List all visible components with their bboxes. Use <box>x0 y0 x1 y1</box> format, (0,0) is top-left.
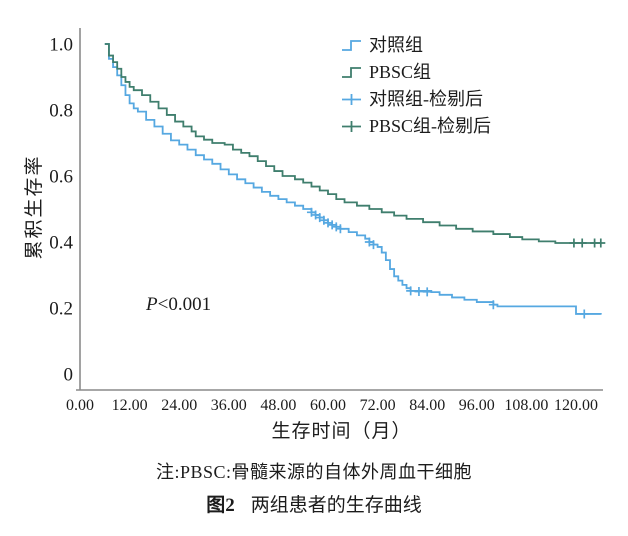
legend-label-control: 对照组 <box>369 35 423 55</box>
censor-plus-icon-pbsc-censored <box>342 121 361 132</box>
x-tick-label: 108.00 <box>504 397 548 414</box>
legend-item-control-censored: 对照组-检剔后 <box>341 88 491 111</box>
p-symbol: P <box>146 294 158 315</box>
censor-marks-pbsc-censored <box>569 238 606 248</box>
x-tick-label: 96.00 <box>459 397 495 414</box>
y-tick-label: 0.8 <box>49 101 73 122</box>
y-axis-title: 累积生存率 <box>24 154 45 260</box>
caption-text: 两组患者的生存曲线 <box>250 495 422 516</box>
x-tick-label: 48.00 <box>260 397 296 414</box>
legend-item-control: 对照组 <box>341 34 491 57</box>
y-tick-label: 0 <box>64 365 74 386</box>
step-line-icon-control <box>342 40 361 51</box>
p-value-rest: <0.001 <box>157 294 212 315</box>
x-tick-label: 120.00 <box>554 397 598 414</box>
censor-marks-control-censored <box>306 207 589 319</box>
y-tick-label: 0.4 <box>49 233 73 254</box>
x-axis-title: 生存时间（月） <box>271 421 412 442</box>
legend-label-pbsc-censored: PBSC组-检剔后 <box>369 116 492 136</box>
survival-chart-svg: 1.0 0.8 0.6 0.4 0.2 0 0.00 12.00 24.00 36.00 48.00… <box>49 28 606 414</box>
y-tick-label: 0.2 <box>49 299 73 320</box>
figure-number: 图2 <box>206 495 235 516</box>
censor-plus-icon-control-censored <box>342 94 361 105</box>
km-curve-pbsc <box>104 43 601 244</box>
chart-area: 1.0 0.8 0.6 0.4 0.2 0 0.00 12.00 24.00 36.00 48.00… <box>24 28 606 442</box>
x-tick-label: 0.00 <box>66 397 94 414</box>
legend-label-pbsc: PBSC组 <box>369 62 432 82</box>
step-line-icon-pbsc <box>342 67 361 78</box>
y-tick-label: 1.0 <box>49 35 73 56</box>
x-tick-label: 24.00 <box>161 397 197 414</box>
figure-note: 注:PBSC:骨髓来源的自体外周血干细胞 <box>155 462 473 482</box>
y-tick-label: 0.6 <box>49 167 73 188</box>
legend: 对照组 PBSC组对照组-检剔后 PBSC组-检剔后 <box>341 34 491 138</box>
legend-item-pbsc: PBSC组 <box>341 61 491 84</box>
x-tick-label: 72.00 <box>360 397 396 414</box>
x-tick-label: 60.00 <box>310 397 346 414</box>
x-tick-label: 12.00 <box>112 397 148 414</box>
x-tick-label: 84.00 <box>409 397 445 414</box>
p-value-annotation: P<0.001 <box>146 294 211 316</box>
legend-item-pbsc-censored: PBSC组-检剔后 <box>341 115 491 138</box>
figure-caption: 图2 两组患者的生存曲线 <box>0 490 628 517</box>
x-tick-label: 36.00 <box>211 397 247 414</box>
legend-label-control-censored: 对照组-检剔后 <box>369 89 483 109</box>
